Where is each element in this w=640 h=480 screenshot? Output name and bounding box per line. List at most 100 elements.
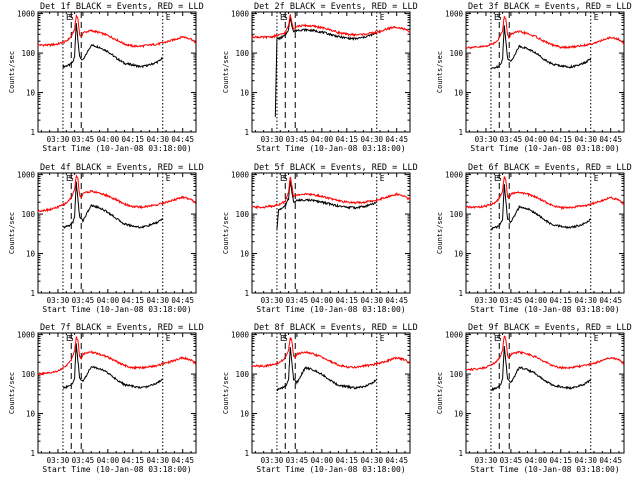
- x-axis-label: Start Time (10-Jan-08 03:18:00): [256, 144, 405, 153]
- y-tick-label: 1: [30, 289, 35, 298]
- x-tick-label: 04:00: [97, 296, 120, 305]
- marker-letter-s: S: [497, 174, 502, 183]
- x-tick-label: 04:30: [146, 296, 169, 305]
- marker-letter-s: S: [497, 13, 502, 22]
- x-tick-label: 03:30: [261, 296, 284, 305]
- lld-series-line: [37, 14, 197, 49]
- x-tick-label: 04:30: [574, 296, 597, 305]
- marker-letter-e: E: [494, 334, 499, 343]
- marker-letter-e: E: [380, 13, 385, 22]
- plot-frame: [37, 332, 197, 454]
- y-tick-label: 100: [21, 210, 35, 219]
- marker-letter-e: E: [280, 334, 285, 343]
- y-tick-label: 10: [454, 250, 464, 259]
- plot-frame: [465, 332, 625, 454]
- events-series-line: [490, 184, 592, 231]
- x-tick-label: 03:45: [286, 135, 309, 144]
- y-tick-label: 1: [458, 449, 463, 458]
- y-tick-label: 100: [449, 210, 463, 219]
- events-series-line: [490, 346, 592, 392]
- events-series-line: [276, 347, 377, 391]
- y-tick-label: 1000: [231, 10, 250, 19]
- marker-letter-e: E: [494, 174, 499, 183]
- y-tick-label: 10: [240, 89, 250, 98]
- y-axis-label: Counts/sec: [436, 372, 444, 414]
- x-tick-label: 03:45: [72, 456, 95, 465]
- x-tick-label: 04:30: [360, 296, 383, 305]
- plot-frame: [465, 11, 625, 133]
- y-tick-label: 10: [26, 89, 36, 98]
- events-series-line: [276, 180, 377, 230]
- y-tick-label: 100: [235, 370, 249, 379]
- plot-frame: [251, 332, 411, 454]
- marker-letter-e: E: [66, 174, 71, 183]
- y-tick-label: 10: [26, 410, 36, 419]
- x-tick-label: 03:30: [475, 135, 498, 144]
- y-tick-label: 1: [244, 128, 249, 137]
- y-tick-label: 100: [449, 370, 463, 379]
- plot-frame: [251, 11, 411, 133]
- marker-letter-e: E: [66, 334, 71, 343]
- x-tick-label: 03:45: [500, 296, 523, 305]
- y-tick-label: 1000: [445, 171, 464, 180]
- events-series-line: [274, 17, 378, 118]
- x-tick-label: 04:45: [385, 456, 408, 465]
- x-tick-label: 03:30: [475, 456, 498, 465]
- marker-letter-s: S: [283, 13, 288, 22]
- y-tick-label: 1000: [17, 331, 36, 340]
- x-tick-label: 04:15: [122, 456, 145, 465]
- x-tick-label: 04:30: [360, 135, 383, 144]
- panel-title: Det 8f BLACK = Events, RED = LLD: [254, 323, 418, 333]
- x-tick-label: 04:45: [171, 135, 194, 144]
- chart-panel-5: Det 5f BLACK = Events, RED = LLD 1 10 100 10…: [222, 163, 418, 314]
- x-tick-label: 04:30: [360, 456, 383, 465]
- x-tick-label: 04:30: [146, 456, 169, 465]
- lld-series-line: [251, 337, 411, 369]
- x-tick-label: 04:15: [336, 456, 359, 465]
- panel-title: Det 7f BLACK = Events, RED = LLD: [40, 323, 204, 333]
- x-tick-label: 04:00: [311, 296, 334, 305]
- y-tick-label: 1: [30, 449, 35, 458]
- x-tick-label: 03:30: [261, 456, 284, 465]
- events-series-line: [62, 343, 164, 390]
- marker-letter-e: E: [66, 13, 71, 22]
- x-axis-label: Start Time (10-Jan-08 03:18:00): [42, 465, 191, 474]
- y-tick-label: 1: [30, 128, 35, 137]
- x-tick-label: 04:15: [550, 456, 573, 465]
- y-tick-label: 10: [26, 250, 36, 259]
- lld-series-line: [37, 174, 197, 213]
- x-tick-label: 03:30: [475, 296, 498, 305]
- chart-panel-1: Det 1f BLACK = Events, RED = LLD 1 10 100 10…: [8, 2, 204, 153]
- plot-frame: [251, 172, 411, 294]
- marker-letter-e: E: [166, 334, 171, 343]
- x-axis-label: Start Time (10-Jan-08 03:18:00): [470, 305, 619, 314]
- marker-letter-s: S: [69, 334, 74, 343]
- panel-title: Det 9f BLACK = Events, RED = LLD: [468, 323, 632, 333]
- x-tick-label: 04:00: [525, 456, 548, 465]
- plot-frame: [37, 11, 197, 133]
- marker-letter-s: S: [283, 334, 288, 343]
- y-axis-label: Counts/sec: [8, 372, 16, 414]
- x-tick-label: 04:45: [599, 296, 622, 305]
- x-tick-label: 03:30: [47, 456, 70, 465]
- marker-letter-s: S: [69, 174, 74, 183]
- x-tick-label: 04:30: [574, 135, 597, 144]
- marker-letter-s: S: [69, 13, 74, 22]
- chart-panel-8: Det 8f BLACK = Events, RED = LLD 1 10 100 10…: [222, 323, 418, 474]
- y-axis-label: Counts/sec: [222, 51, 230, 93]
- chart-panel-4: Det 4f BLACK = Events, RED = LLD 1 10 100 10…: [8, 163, 204, 314]
- y-tick-label: 1000: [17, 171, 36, 180]
- marker-letter-s: S: [497, 334, 502, 343]
- x-tick-label: 03:45: [500, 456, 523, 465]
- x-tick-label: 04:15: [550, 135, 573, 144]
- panel-title: Det 5f BLACK = Events, RED = LLD: [254, 163, 418, 173]
- lld-series-line: [465, 335, 625, 372]
- y-tick-label: 100: [21, 49, 35, 58]
- lld-series-line: [251, 176, 411, 210]
- x-axis-label: Start Time (10-Jan-08 03:18:00): [256, 465, 405, 474]
- x-tick-label: 03:30: [47, 135, 70, 144]
- chart-panel-9: Det 9f BLACK = Events, RED = LLD 1 10 100 10…: [436, 323, 632, 474]
- x-axis-label: Start Time (10-Jan-08 03:18:00): [470, 465, 619, 474]
- marker-letter-e: E: [380, 174, 385, 183]
- panel-title: Det 6f BLACK = Events, RED = LLD: [468, 163, 632, 173]
